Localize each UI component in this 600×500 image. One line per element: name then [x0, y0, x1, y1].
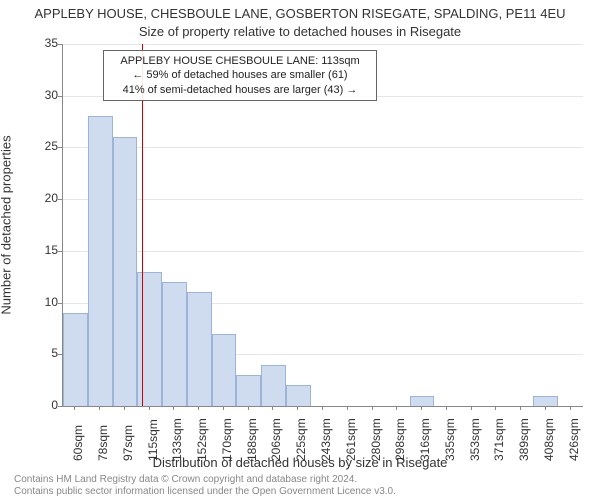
y-tick-mark [58, 354, 62, 355]
gridline [63, 251, 583, 252]
annotation-line: 41% of semi-detached houses are larger (… [110, 83, 370, 97]
histogram-bar [137, 272, 162, 406]
x-tick-mark [471, 406, 472, 410]
x-tick-mark [272, 406, 273, 410]
y-tick-label: 25 [28, 139, 58, 153]
gridline [63, 44, 583, 45]
y-tick-label: 0 [28, 398, 58, 412]
y-tick-label: 5 [28, 346, 58, 360]
chart-title-sub: Size of property relative to detached ho… [0, 24, 600, 39]
histogram-bar [286, 385, 311, 406]
x-tick-mark [322, 406, 323, 410]
histogram-bar [113, 137, 138, 406]
gridline [63, 147, 583, 148]
x-tick-mark [396, 406, 397, 410]
x-tick-mark [248, 406, 249, 410]
histogram-bar [410, 396, 435, 406]
histogram-bar [236, 375, 261, 406]
y-axis-label: Number of detached properties [0, 135, 14, 314]
chart-title-main: APPLEBY HOUSE, CHESBOULE LANE, GOSBERTON… [0, 6, 600, 21]
y-tick-mark [58, 303, 62, 304]
y-tick-label: 10 [28, 295, 58, 309]
x-tick-mark [446, 406, 447, 410]
x-tick-mark [297, 406, 298, 410]
y-tick-mark [58, 199, 62, 200]
footer-line-2: Contains public sector information licen… [14, 486, 396, 498]
x-tick-mark [570, 406, 571, 410]
y-tick-mark [58, 147, 62, 148]
x-tick-mark [173, 406, 174, 410]
x-tick-mark [198, 406, 199, 410]
histogram-bar [63, 313, 88, 406]
histogram-bar [533, 396, 558, 406]
histogram-bar [88, 116, 113, 406]
y-tick-label: 30 [28, 88, 58, 102]
y-tick-mark [58, 251, 62, 252]
x-tick-mark [347, 406, 348, 410]
y-tick-label: 15 [28, 243, 58, 257]
y-tick-mark [58, 406, 62, 407]
footer-line-1: Contains HM Land Registry data © Crown c… [14, 474, 396, 486]
x-tick-mark [99, 406, 100, 410]
y-tick-mark [58, 44, 62, 45]
histogram-bar [212, 334, 237, 406]
footer-attribution: Contains HM Land Registry data © Crown c… [14, 474, 396, 498]
x-tick-mark [124, 406, 125, 410]
x-axis-label: Distribution of detached houses by size … [0, 455, 600, 470]
x-tick-mark [520, 406, 521, 410]
x-tick-mark [149, 406, 150, 410]
annotation-line: ← 59% of detached houses are smaller (61… [110, 68, 370, 82]
plot-area: APPLEBY HOUSE CHESBOULE LANE: 113sqm← 59… [62, 44, 583, 407]
x-tick-mark [74, 406, 75, 410]
x-tick-mark [545, 406, 546, 410]
histogram-bar [162, 282, 187, 406]
y-tick-label: 35 [28, 36, 58, 50]
x-tick-mark [495, 406, 496, 410]
x-tick-mark [421, 406, 422, 410]
chart-container: APPLEBY HOUSE, CHESBOULE LANE, GOSBERTON… [0, 0, 600, 500]
x-tick-mark [223, 406, 224, 410]
histogram-bar [187, 292, 212, 406]
annotation-line: APPLEBY HOUSE CHESBOULE LANE: 113sqm [110, 54, 370, 68]
histogram-bar [261, 365, 286, 406]
annotation-box: APPLEBY HOUSE CHESBOULE LANE: 113sqm← 59… [103, 50, 377, 101]
y-tick-mark [58, 96, 62, 97]
y-tick-label: 20 [28, 191, 58, 205]
x-tick-mark [372, 406, 373, 410]
gridline [63, 199, 583, 200]
